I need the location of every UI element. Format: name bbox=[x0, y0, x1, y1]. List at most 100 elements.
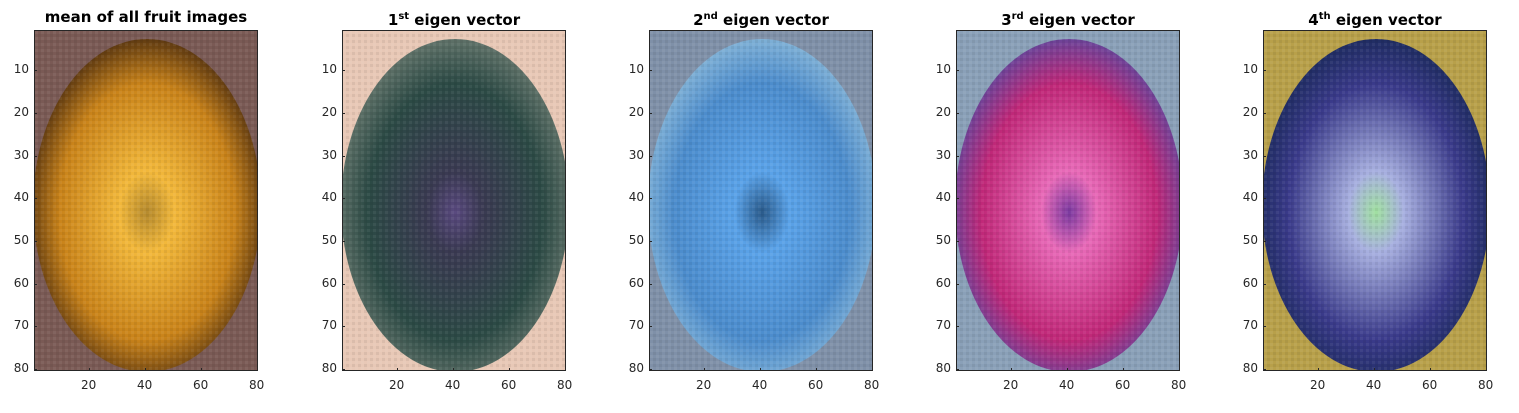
y-tick-mark bbox=[342, 326, 345, 328]
x-tick-mark bbox=[871, 368, 873, 371]
y-tick-label: 70 bbox=[321, 318, 337, 333]
title-superscript: rd bbox=[1011, 11, 1024, 22]
x-tick-label: 60 bbox=[192, 378, 209, 392]
y-tick-label: 60 bbox=[628, 275, 644, 290]
y-tick-mark bbox=[1263, 283, 1266, 285]
panel-title-1: mean of all fruit images bbox=[14, 6, 278, 28]
y-tick-label: 60 bbox=[321, 275, 337, 290]
y-tick-mark bbox=[34, 70, 37, 72]
y-tick-label: 20 bbox=[321, 105, 337, 120]
x-tick-mark bbox=[1317, 368, 1319, 371]
y-tick-mark bbox=[956, 113, 959, 115]
y-tick-label: 70 bbox=[1242, 318, 1258, 333]
y-tick-label: 20 bbox=[628, 105, 644, 120]
y-tick-label: 80 bbox=[935, 360, 951, 375]
image-axes-2 bbox=[342, 30, 566, 371]
fruit-image-1 bbox=[35, 31, 257, 370]
title-superscript: st bbox=[398, 11, 410, 22]
x-tick-mark bbox=[1010, 368, 1012, 371]
x-tick-mark bbox=[88, 368, 90, 371]
y-tick-label: 20 bbox=[935, 105, 951, 120]
x-tick-mark bbox=[759, 368, 761, 371]
y-tick-label: 10 bbox=[13, 62, 29, 77]
x-tick-label: 20 bbox=[695, 378, 712, 392]
x-tick-mark bbox=[703, 368, 705, 371]
title-rest: eigen vector bbox=[1023, 11, 1135, 29]
image-axes-1 bbox=[34, 30, 258, 371]
y-tick-label: 60 bbox=[1242, 275, 1258, 290]
y-tick-label: 80 bbox=[321, 360, 337, 375]
x-tick-label: 80 bbox=[1170, 378, 1187, 392]
y-tick-label: 70 bbox=[628, 318, 644, 333]
y-tick-mark bbox=[649, 240, 652, 242]
y-tick-label: 80 bbox=[1242, 360, 1258, 375]
fruit-image-2 bbox=[343, 31, 565, 370]
x-tick-mark bbox=[1066, 368, 1068, 371]
y-tick-label: 30 bbox=[13, 147, 29, 162]
title-rest: eigen vector bbox=[1330, 11, 1442, 29]
y-tick-mark bbox=[649, 368, 652, 370]
x-tick-label: 40 bbox=[1058, 378, 1075, 392]
x-tick-label: 40 bbox=[136, 378, 153, 392]
y-tick-label: 20 bbox=[13, 105, 29, 120]
x-tick-mark bbox=[1178, 368, 1180, 371]
title-superscript: nd bbox=[703, 11, 718, 22]
title-superscript: th bbox=[1318, 11, 1331, 22]
y-tick-mark bbox=[1263, 155, 1266, 157]
y-tick-label: 30 bbox=[628, 147, 644, 162]
y-tick-mark bbox=[649, 113, 652, 115]
title-base: 4 bbox=[1308, 11, 1319, 29]
x-tick-label: 40 bbox=[751, 378, 768, 392]
panel-title-2: 1st eigen vector bbox=[322, 6, 586, 29]
y-tick-label: 10 bbox=[321, 62, 337, 77]
x-tick-mark bbox=[1122, 368, 1124, 371]
y-tick-label: 30 bbox=[321, 147, 337, 162]
y-tick-mark bbox=[342, 240, 345, 242]
y-tick-mark bbox=[1263, 70, 1266, 72]
y-tick-label: 30 bbox=[1242, 147, 1258, 162]
y-tick-label: 80 bbox=[13, 360, 29, 375]
x-tick-label: 60 bbox=[1114, 378, 1131, 392]
y-tick-mark bbox=[956, 283, 959, 285]
title-rest: eigen vector bbox=[717, 11, 829, 29]
x-tick-mark bbox=[452, 368, 454, 371]
y-tick-label: 50 bbox=[1242, 232, 1258, 247]
image-axes-5 bbox=[1263, 30, 1487, 371]
y-tick-label: 10 bbox=[935, 62, 951, 77]
x-tick-label: 80 bbox=[556, 378, 573, 392]
x-tick-mark bbox=[1373, 368, 1375, 371]
y-tick-mark bbox=[342, 113, 345, 115]
pixel-texture bbox=[650, 31, 872, 370]
y-tick-mark bbox=[956, 70, 959, 72]
x-tick-mark bbox=[200, 368, 202, 371]
fruit-image-4 bbox=[957, 31, 1179, 370]
y-tick-label: 70 bbox=[935, 318, 951, 333]
y-tick-mark bbox=[34, 240, 37, 242]
y-tick-mark bbox=[342, 155, 345, 157]
y-tick-mark bbox=[649, 326, 652, 328]
y-tick-label: 50 bbox=[935, 232, 951, 247]
x-tick-label: 80 bbox=[248, 378, 265, 392]
x-tick-label: 60 bbox=[500, 378, 517, 392]
y-tick-mark bbox=[34, 155, 37, 157]
x-tick-label: 80 bbox=[863, 378, 880, 392]
y-tick-label: 40 bbox=[13, 190, 29, 205]
panel-title-3: 2nd eigen vector bbox=[629, 6, 893, 29]
x-tick-mark bbox=[1485, 368, 1487, 371]
y-tick-label: 40 bbox=[1242, 190, 1258, 205]
y-tick-mark bbox=[1263, 326, 1266, 328]
y-tick-mark bbox=[649, 198, 652, 200]
y-tick-mark bbox=[34, 113, 37, 115]
title-base: 3 bbox=[1001, 11, 1012, 29]
y-tick-mark bbox=[956, 326, 959, 328]
y-tick-mark bbox=[342, 70, 345, 72]
y-tick-mark bbox=[34, 198, 37, 200]
y-tick-mark bbox=[1263, 240, 1266, 242]
fruit-image-5 bbox=[1264, 31, 1486, 370]
y-tick-label: 40 bbox=[935, 190, 951, 205]
x-tick-mark bbox=[508, 368, 510, 371]
title-rest: eigen vector bbox=[409, 11, 521, 29]
x-tick-label: 60 bbox=[807, 378, 824, 392]
y-tick-mark bbox=[34, 368, 37, 370]
